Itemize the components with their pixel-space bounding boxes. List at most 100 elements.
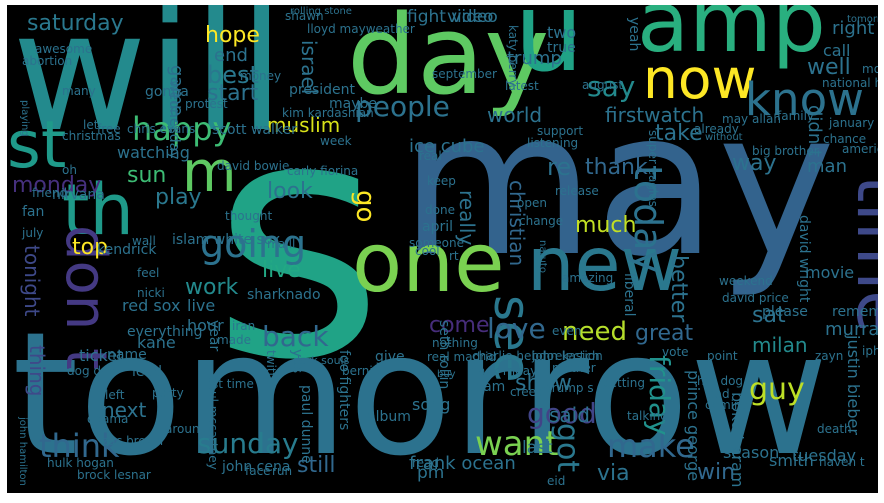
cloud-word: smith (769, 451, 814, 470)
cloud-word: amazing (562, 271, 614, 285)
cloud-word: monday (12, 173, 102, 198)
cloud-word: charlie hebdo (472, 349, 554, 363)
cloud-word: know (745, 73, 864, 126)
cloud-word: iran (232, 319, 256, 333)
cloud-word: someone (409, 236, 464, 250)
cloud-word: thing (25, 345, 49, 397)
cloud-word: abortion (22, 54, 73, 68)
cloud-word: lead (132, 364, 162, 380)
cloud-word: july (22, 226, 44, 240)
cloud-word: president (289, 82, 355, 98)
cloud-word: s (212, 48, 384, 432)
cloud-word: world (487, 103, 543, 127)
cloud-word: amp (637, 5, 826, 72)
cloud-word: muslim (267, 113, 341, 137)
cloud-word: love (487, 312, 546, 345)
cloud-word: tuesday (792, 446, 857, 465)
cloud-word: national hot (822, 76, 878, 90)
cloud-word: getting (602, 376, 645, 390)
cloud-word: sunday (197, 427, 299, 460)
cloud-word: nirvana (52, 187, 105, 203)
cloud-word: nothing (432, 336, 478, 350)
cloud-word: playing (19, 100, 30, 137)
cloud-word: without (705, 132, 743, 143)
cloud-word: mother (552, 361, 596, 375)
cloud-word: john cena (222, 459, 291, 475)
cloud-word: please (762, 304, 808, 320)
cloud-word: christmas (62, 129, 121, 143)
cloud-word: chris evans (127, 122, 196, 136)
cloud-word: awesome (35, 42, 93, 56)
cloud-word: read (412, 456, 440, 470)
cloud-word: left (105, 388, 125, 402)
cloud-word: david wright (796, 215, 812, 303)
cloud-word: day (347, 5, 550, 119)
cloud-word: st (7, 108, 67, 183)
cloud-word: rolling stone (290, 6, 352, 17)
cloud-word: sun (127, 163, 167, 188)
cloud-word: kane (137, 333, 176, 352)
cloud-word: start (207, 81, 259, 106)
cloud-word: trump (507, 48, 562, 69)
cloud-word: david price (722, 291, 789, 305)
cloud-word: friend (32, 186, 68, 200)
cloud-word: even (552, 324, 582, 338)
cloud-word: naruto (537, 240, 548, 273)
cloud-word: will (12, 5, 285, 168)
cloud-word: latest (505, 79, 539, 93)
cloud-word: nicki (137, 286, 165, 300)
cloud-word: now (643, 47, 757, 111)
cloud-word: party (152, 386, 184, 400)
cloud-word: john kasich (532, 349, 600, 363)
cloud-word: death (817, 422, 852, 436)
cloud-word: best (207, 61, 259, 89)
cloud-word: hope (205, 23, 260, 48)
cloud-word: around (165, 422, 208, 436)
cloud-word: sat (752, 303, 786, 328)
cloud-word: april (422, 219, 454, 235)
cloud-word: haven t (819, 455, 865, 469)
cloud-word: want (475, 424, 559, 464)
cloud-word: end (214, 45, 248, 66)
cloud-word: super eagles (646, 130, 660, 207)
cloud-word: season (723, 443, 780, 462)
cloud-word: back (262, 320, 329, 353)
cloud-word: keep (427, 174, 456, 188)
word-cloud: may s tomorrow will day u amp now one new th st time… (7, 5, 878, 493)
cloud-word: made (217, 333, 252, 347)
cloud-word: carly fiorina (287, 164, 359, 178)
cloud-word: may allah (722, 112, 781, 126)
cloud-word: true (547, 40, 576, 56)
cloud-word: talking (627, 409, 668, 423)
cloud-word: coming (705, 398, 750, 412)
cloud-word: say (587, 70, 636, 103)
cloud-word: tomorrow (12, 296, 829, 493)
cloud-word: u (514, 5, 584, 96)
cloud-word: rt (449, 249, 459, 263)
cloud-word: live (262, 258, 301, 283)
cloud-word: good (527, 397, 597, 430)
cloud-word: great (635, 321, 694, 346)
cloud-word: got (550, 423, 585, 473)
cloud-word: scott walker (212, 122, 297, 138)
cloud-word: buy (437, 369, 456, 380)
cloud-word: make (607, 427, 695, 465)
cloud-word: go (350, 190, 380, 223)
cloud-word: win (697, 460, 736, 485)
cloud-word: remember (832, 304, 878, 320)
cloud-word: everything (127, 324, 203, 340)
cloud-word: done (425, 203, 455, 217)
cloud-word: show (515, 371, 572, 396)
cloud-word: protest (185, 97, 228, 111)
cloud-word: come (429, 313, 490, 338)
cloud-word: much (575, 213, 637, 238)
cloud-word: justin bieber (844, 335, 863, 435)
cloud-word: bernie (342, 364, 381, 378)
cloud-word: fight video (407, 7, 498, 27)
cloud-word: zac brown (102, 434, 164, 448)
cloud-word: many (62, 84, 96, 98)
cloud-word: live (187, 296, 216, 315)
cloud-word: black friday (467, 364, 538, 378)
cloud-word: movie (805, 263, 855, 282)
cloud-word: via (597, 461, 630, 486)
